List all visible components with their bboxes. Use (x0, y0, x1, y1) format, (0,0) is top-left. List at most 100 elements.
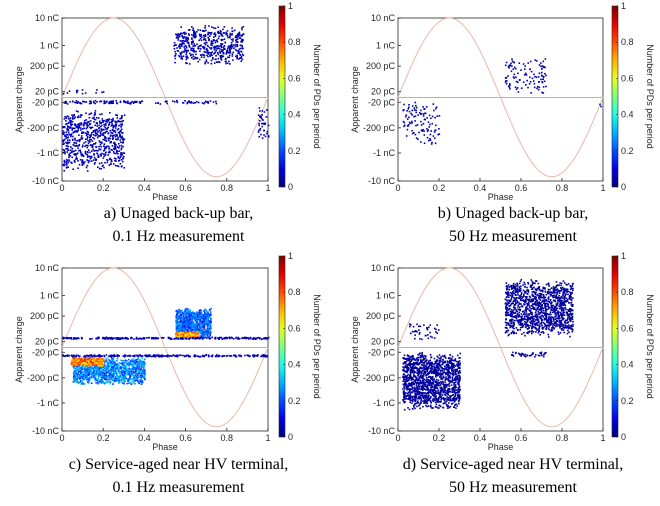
pd-point (73, 337, 75, 339)
pd-point (125, 369, 128, 372)
pd-point (206, 337, 208, 339)
pd-point (66, 125, 69, 127)
pd-point (202, 354, 204, 357)
pd-point (231, 46, 233, 48)
pd-point (127, 102, 130, 105)
colorbar-tick-label: 1 (621, 1, 626, 11)
pd-point (139, 371, 142, 373)
pd-point (202, 53, 204, 56)
pd-point (119, 139, 121, 141)
pd-point (191, 47, 194, 50)
pd-point (192, 324, 194, 326)
pd-point (194, 323, 196, 325)
pd-point (209, 55, 211, 58)
pd-point (218, 337, 221, 339)
pd-point (97, 361, 100, 363)
pd-point (113, 364, 116, 367)
pd-point (133, 371, 135, 373)
pd-point (174, 50, 176, 53)
pd-point (75, 360, 78, 362)
pd-point (226, 354, 229, 357)
pd-point (189, 327, 191, 330)
pd-point (115, 114, 117, 116)
pd-point (79, 381, 81, 383)
pd-point (90, 366, 93, 368)
pd-point (178, 329, 180, 332)
pd-point (122, 382, 124, 384)
colorbar-tick-label: 0 (288, 182, 293, 192)
pd-point (79, 361, 81, 364)
pd-point (85, 138, 87, 140)
pd-point (244, 354, 246, 357)
pd-point (109, 373, 111, 375)
pd-point (203, 325, 206, 328)
pd-point (80, 127, 82, 129)
pd-point (111, 379, 114, 382)
pd-point (94, 110, 97, 112)
pd-point (600, 105, 602, 108)
pd-point (111, 366, 114, 368)
pd-point (115, 371, 118, 374)
pd-point (134, 380, 137, 382)
pd-point (104, 126, 107, 129)
pd-point (94, 366, 96, 369)
pd-point (78, 124, 81, 127)
pd-point (134, 101, 136, 103)
pd-point (78, 361, 80, 364)
pd-point (84, 161, 86, 163)
pd-point (104, 161, 106, 164)
pd-point (205, 59, 208, 61)
pd-point (108, 147, 110, 150)
pd-point (207, 51, 210, 54)
pd-point (86, 126, 89, 129)
pd-point (113, 141, 116, 144)
pd-point (199, 318, 201, 321)
pd-point (67, 115, 70, 118)
y-tick-label: 200 pC (30, 311, 60, 321)
y-tick-label: 10 nC (371, 13, 396, 23)
pd-point (73, 142, 75, 144)
pd-point (81, 138, 83, 140)
pd-point (111, 134, 114, 137)
pd-point (62, 355, 65, 357)
pd-point (132, 102, 135, 104)
pd-point (181, 51, 183, 53)
pd-point (193, 43, 195, 45)
pd-point (103, 372, 106, 375)
pd-point (75, 369, 78, 371)
x-tick-label: 0.8 (556, 183, 569, 193)
pd-point (80, 358, 82, 360)
pd-point (123, 383, 125, 385)
pd-point (101, 378, 103, 381)
pd-point (207, 62, 209, 64)
pd-point (101, 380, 104, 383)
pd-point (529, 81, 532, 83)
pd-point (105, 128, 107, 131)
pd-point (408, 121, 411, 124)
pd-point (63, 161, 66, 164)
pd-point (179, 328, 182, 330)
pd-point (144, 362, 146, 365)
pd-point (76, 130, 79, 132)
pd-point (420, 109, 422, 112)
pd-point (104, 369, 107, 371)
pd-point (110, 371, 112, 374)
pd-point (74, 359, 76, 361)
pd-point (164, 100, 167, 103)
pd-point (103, 155, 105, 157)
pd-point (138, 360, 141, 363)
pd-point (102, 138, 104, 141)
pd-point (209, 100, 212, 102)
pd-point (117, 157, 120, 159)
pd-point (229, 44, 232, 47)
pd-point (432, 135, 435, 137)
pd-point (197, 355, 200, 358)
pd-point (187, 332, 190, 335)
pd-point (166, 354, 168, 357)
pd-point (198, 310, 201, 313)
pd-point (205, 60, 208, 63)
pd-point (122, 378, 125, 380)
pd-point (96, 355, 99, 357)
pd-point (106, 338, 109, 340)
pd-point (178, 55, 181, 58)
